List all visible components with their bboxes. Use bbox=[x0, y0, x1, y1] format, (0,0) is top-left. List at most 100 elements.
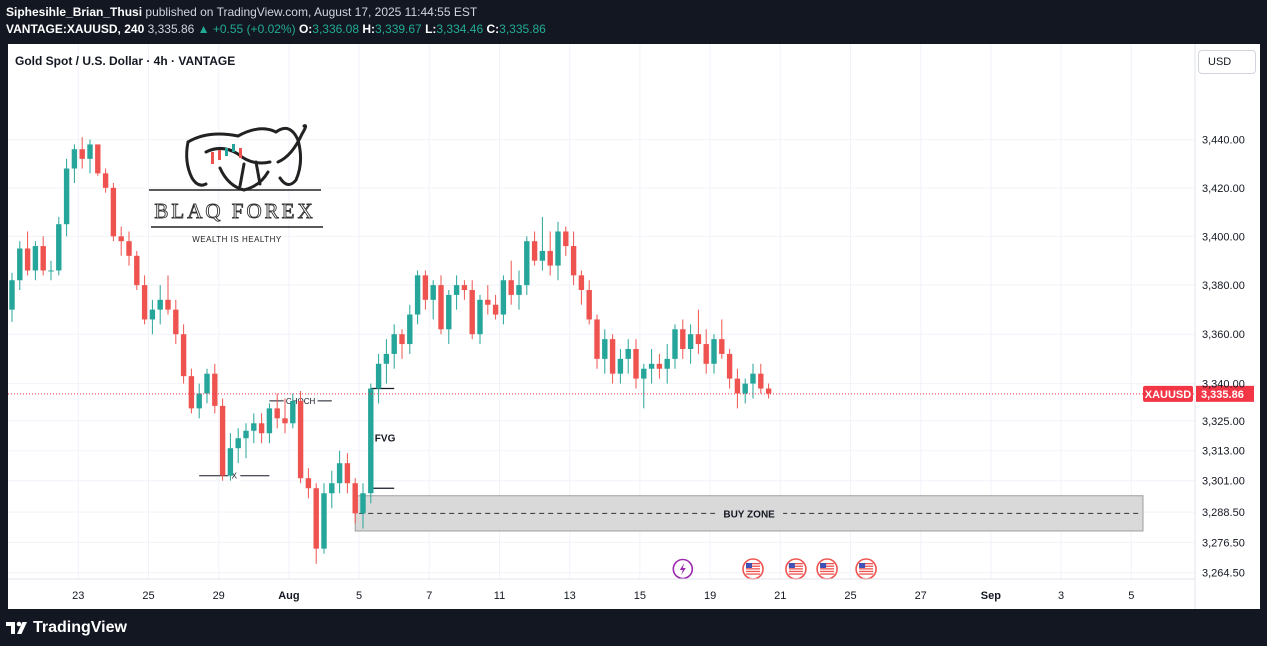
flag-stripe bbox=[859, 573, 874, 575]
candle bbox=[149, 299, 156, 335]
time-tick-label: 15 bbox=[634, 590, 646, 602]
candle-body bbox=[235, 438, 241, 449]
candle bbox=[157, 285, 163, 325]
candle bbox=[508, 260, 514, 305]
low-label: L: bbox=[425, 22, 437, 36]
us-flag-event-icon bbox=[742, 558, 764, 580]
close-label: C: bbox=[486, 22, 500, 36]
us-flag-event-icon bbox=[855, 558, 877, 580]
candle-body bbox=[578, 275, 585, 291]
candle-body bbox=[102, 173, 109, 188]
time-tick-label: 5 bbox=[356, 590, 362, 602]
candle bbox=[391, 324, 397, 369]
candle bbox=[531, 231, 538, 266]
candle-body bbox=[477, 299, 483, 335]
tradingview-brand[interactable]: TradingView bbox=[33, 619, 127, 636]
flag-stripe bbox=[820, 570, 835, 573]
price-tick-label: 3,301.00 bbox=[1202, 476, 1245, 488]
currency-button[interactable]: USD bbox=[1198, 50, 1256, 74]
candle bbox=[95, 144, 101, 176]
candle bbox=[235, 428, 241, 464]
candle bbox=[414, 270, 421, 325]
price-tick-label: 3,276.50 bbox=[1202, 537, 1245, 549]
candle-body bbox=[227, 448, 234, 476]
candle bbox=[336, 450, 343, 494]
author-name[interactable]: Siphesihle_Brian_Thusi bbox=[6, 5, 143, 19]
candle-body bbox=[563, 231, 569, 247]
flag-canton bbox=[820, 563, 827, 568]
candle-body bbox=[204, 373, 210, 394]
time-tick-label: 5 bbox=[1128, 590, 1134, 602]
candles bbox=[9, 137, 772, 564]
candle bbox=[594, 314, 600, 369]
candle-body bbox=[602, 339, 608, 359]
candle-body bbox=[641, 368, 647, 379]
fvg-label: FVG bbox=[375, 433, 396, 444]
candle-body bbox=[399, 334, 405, 345]
price-badge-bg bbox=[1196, 385, 1254, 402]
candle-body bbox=[524, 241, 530, 286]
candle-body bbox=[492, 304, 499, 315]
candle-body bbox=[765, 388, 772, 394]
candle bbox=[422, 270, 429, 310]
candle-body bbox=[609, 339, 616, 374]
candle-body bbox=[40, 246, 46, 271]
candle bbox=[641, 363, 647, 409]
candle bbox=[118, 226, 124, 256]
candle-body bbox=[594, 319, 600, 359]
tradingview-logo-icon[interactable] bbox=[6, 618, 32, 638]
buy-zone-label: BUY ZONE bbox=[723, 509, 775, 520]
candle-body bbox=[63, 168, 70, 225]
candle-body bbox=[352, 483, 358, 514]
price-tick-label: 3,325.00 bbox=[1202, 416, 1245, 428]
time-tick-label: 7 bbox=[426, 590, 432, 602]
candle-body bbox=[258, 423, 265, 434]
candle-body bbox=[188, 376, 195, 409]
candle-body bbox=[196, 393, 202, 409]
price-chart[interactable]: BLAQ FOREX WEALTH IS HEALTHY BUY ZONECHO… bbox=[8, 44, 1260, 609]
candle bbox=[750, 363, 756, 399]
candle bbox=[266, 403, 273, 444]
blaq-forex-logo: BLAQ FOREX WEALTH IS HEALTHY bbox=[149, 124, 323, 244]
high-value: 3,339.67 bbox=[375, 22, 422, 36]
buy-zone-label-bg bbox=[715, 506, 784, 521]
candle-body bbox=[758, 373, 764, 389]
candle-body bbox=[453, 285, 460, 295]
logo-mini-candles bbox=[211, 144, 242, 164]
candle-body bbox=[446, 294, 452, 330]
candle-body bbox=[48, 270, 54, 272]
candle bbox=[555, 221, 561, 281]
candle-body bbox=[266, 408, 273, 434]
candle-body bbox=[617, 358, 624, 374]
candle bbox=[742, 378, 748, 404]
candle bbox=[539, 216, 546, 271]
candle bbox=[352, 478, 358, 524]
candle-body bbox=[9, 280, 15, 310]
chart-frame[interactable]: BLAQ FOREX WEALTH IS HEALTHY BUY ZONECHO… bbox=[8, 44, 1260, 609]
time-tick-label: Aug bbox=[278, 590, 299, 602]
candle bbox=[79, 137, 85, 169]
open-value: 3,336.08 bbox=[312, 22, 359, 36]
time-tick-label: 3 bbox=[1058, 590, 1064, 602]
candle-body bbox=[149, 309, 156, 320]
candle bbox=[602, 329, 608, 374]
annotations: BUY ZONECHOCHXFVG bbox=[199, 387, 1144, 532]
candle-body bbox=[24, 248, 31, 271]
time-tick-label: 25 bbox=[844, 590, 856, 602]
candle bbox=[524, 236, 530, 295]
candle bbox=[360, 483, 366, 529]
candle bbox=[375, 353, 382, 404]
candle bbox=[110, 182, 117, 242]
candle bbox=[726, 348, 733, 389]
candle bbox=[344, 453, 351, 494]
candle bbox=[563, 226, 569, 256]
candle bbox=[165, 275, 171, 315]
candle bbox=[48, 260, 54, 281]
candle-body bbox=[305, 478, 312, 489]
candle-body bbox=[695, 334, 702, 345]
candle-body bbox=[173, 309, 179, 335]
candle bbox=[274, 393, 280, 429]
price-tick-label: 3,288.50 bbox=[1202, 507, 1245, 519]
candle bbox=[297, 391, 304, 484]
flag-canton bbox=[788, 563, 795, 568]
